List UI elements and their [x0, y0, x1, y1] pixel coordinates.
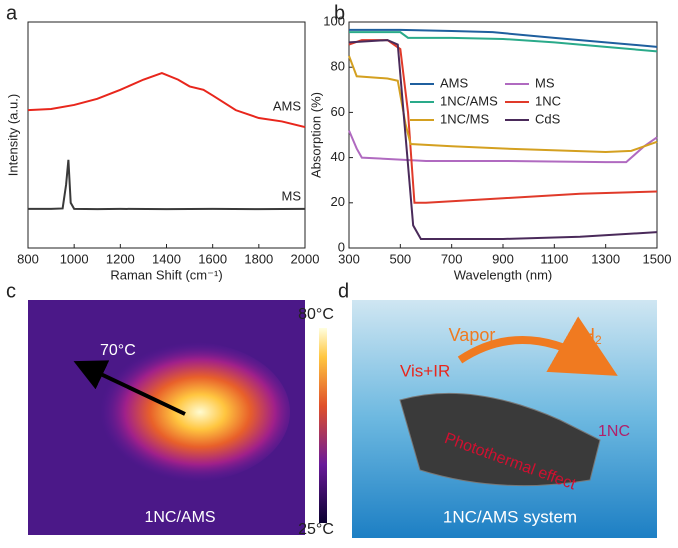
x-tick-label: 1100	[540, 251, 568, 266]
panel-label: c	[6, 280, 16, 302]
h2-label: H2	[582, 325, 602, 347]
y-axis-label: Absorption (%)	[308, 92, 323, 178]
legend-label: 1NC/MS	[440, 111, 489, 126]
series-label: AMS	[273, 99, 302, 114]
panel-label: d	[338, 280, 349, 302]
x-tick-label: 800	[17, 251, 39, 266]
x-tick-label: 1200	[106, 251, 135, 266]
sample-label: 1NC/AMS	[144, 509, 215, 526]
legend-label: MS	[535, 75, 555, 90]
series-label: MS	[282, 188, 302, 203]
hot-spot	[90, 342, 290, 482]
x-tick-label: 1500	[643, 251, 672, 266]
y-tick-label: 60	[331, 104, 345, 119]
y-tick-label: 0	[338, 239, 345, 254]
h: H	[582, 325, 595, 345]
light-label: Vis+IR	[400, 361, 450, 380]
x-tick-label: 300	[338, 251, 360, 266]
series-line	[28, 159, 306, 211]
x-tick-label: 1400	[152, 251, 181, 266]
y-tick-label: 40	[331, 149, 345, 164]
vapor-label: Vapor	[449, 325, 496, 345]
x-tick-label: 1600	[198, 251, 227, 266]
system-label: 1NC/AMS system	[443, 507, 577, 526]
y-axis-label: Intensity (a.u.)	[5, 94, 20, 176]
x-tick-label: 700	[441, 251, 463, 266]
series-line	[348, 39, 658, 204]
panel-label: b	[334, 2, 345, 24]
plot-frame	[27, 21, 306, 249]
legend-label: 1NC/AMS	[440, 93, 498, 108]
y-tick-label: 100	[323, 13, 345, 28]
y-tick-label: 20	[331, 194, 345, 209]
series-line	[348, 55, 658, 153]
x-axis-label: Wavelength (nm)	[454, 267, 553, 282]
h-sub: 2	[595, 333, 602, 347]
x-tick-label: 1300	[591, 251, 620, 266]
x-tick-label: 1000	[60, 251, 89, 266]
legend-label: AMS	[440, 75, 469, 90]
panel-c: 70°C 80°C 25°C 1NC/AMS c	[6, 280, 334, 538]
x-tick-label: 500	[389, 251, 411, 266]
y-tick-label: 80	[331, 59, 345, 74]
series-line	[348, 39, 658, 240]
series-line	[348, 130, 658, 164]
arrow	[73, 360, 186, 416]
max-temp: 80°C	[298, 306, 334, 323]
x-axis-label: Raman Shift (cm⁻¹)	[110, 267, 222, 282]
min-temp: 25°C	[298, 521, 334, 538]
spot-temp: 70°C	[100, 342, 136, 359]
x-tick-label: 1800	[244, 251, 273, 266]
x-tick-label: 900	[492, 251, 514, 266]
vapor-arrow	[457, 316, 618, 376]
series-line	[349, 31, 658, 53]
panel-d: Vapor H2 Vis+IR 1NC Photothermal effect …	[338, 280, 657, 538]
legend-label: 1NC	[535, 93, 561, 108]
plot-frame	[348, 21, 658, 249]
sponge	[399, 392, 601, 487]
x-tick-label: 2000	[291, 251, 320, 266]
catalyst-label: 1NC	[598, 423, 630, 440]
series-line	[27, 72, 306, 129]
legend-label: CdS	[535, 111, 561, 126]
color-bar	[319, 328, 327, 523]
series-line	[349, 28, 658, 48]
panel-label: a	[6, 2, 18, 24]
